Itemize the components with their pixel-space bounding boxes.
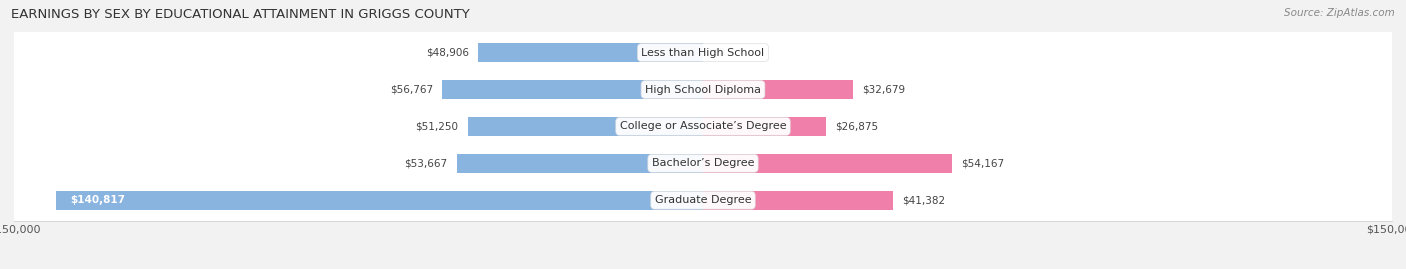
FancyBboxPatch shape [10,0,1396,269]
Text: EARNINGS BY SEX BY EDUCATIONAL ATTAINMENT IN GRIGGS COUNTY: EARNINGS BY SEX BY EDUCATIONAL ATTAINMEN… [11,8,470,21]
Bar [56,191,703,210]
Text: $51,250: $51,250 [415,121,458,132]
FancyBboxPatch shape [10,0,1396,269]
Text: Graduate Degree: Graduate Degree [655,195,751,205]
Bar [457,154,703,173]
FancyBboxPatch shape [10,0,1396,269]
Text: $26,875: $26,875 [835,121,879,132]
Text: $48,906: $48,906 [426,48,470,58]
Text: Less than High School: Less than High School [641,48,765,58]
Text: $53,667: $53,667 [404,158,447,168]
FancyBboxPatch shape [10,0,1396,269]
Text: $140,817: $140,817 [70,195,125,205]
Text: Bachelor’s Degree: Bachelor’s Degree [652,158,754,168]
Bar [478,43,703,62]
Bar [703,191,893,210]
Bar [703,117,827,136]
Text: $41,382: $41,382 [903,195,945,205]
Bar [443,80,703,99]
Bar [703,80,853,99]
Bar [703,154,952,173]
Legend: Male, Female: Male, Female [638,267,768,269]
Bar [468,117,703,136]
Text: $56,767: $56,767 [389,84,433,94]
Text: $0: $0 [713,48,725,58]
Text: $54,167: $54,167 [960,158,1004,168]
Text: Source: ZipAtlas.com: Source: ZipAtlas.com [1284,8,1395,18]
FancyBboxPatch shape [10,0,1396,269]
Text: High School Diploma: High School Diploma [645,84,761,94]
Text: $32,679: $32,679 [862,84,905,94]
Text: College or Associate’s Degree: College or Associate’s Degree [620,121,786,132]
